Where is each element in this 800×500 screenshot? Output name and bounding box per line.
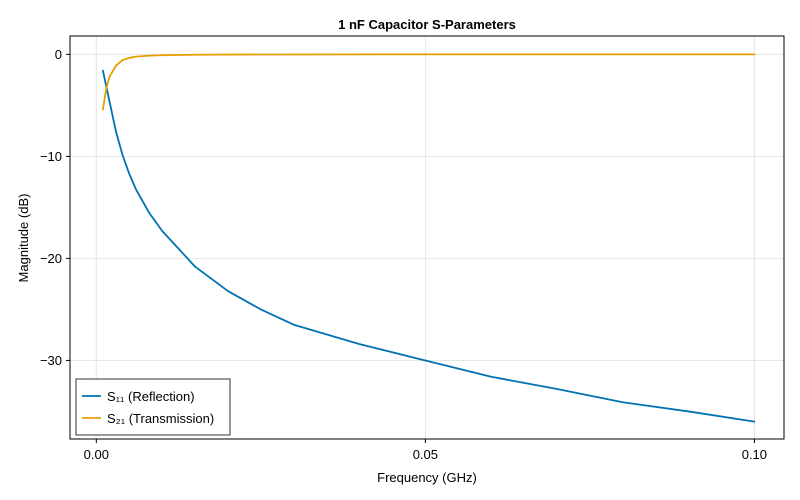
series-line-s11 [102,69,756,423]
legend-label-s21: S₂₁ (Transmission) [107,411,214,426]
chart-title: 1 nF Capacitor S-Parameters [338,17,516,32]
y-tick-label: −20 [40,251,62,266]
series-layer [102,53,756,423]
legend-box [75,378,231,436]
y-axis-label: Magnitude (dB) [16,194,31,283]
legend-label-s11: S₁₁ (Reflection) [107,389,195,404]
y-tick-label: −10 [40,149,62,164]
series-line-s21 [102,53,756,111]
x-tick-label: 0.05 [413,447,438,462]
x-tick-label: 0.10 [742,447,767,462]
plot-frame [69,35,785,440]
y-tick-label: 0 [55,47,62,62]
y-tick-label: −30 [40,353,62,368]
legend: S₁₁ (Reflection) S₂₁ (Transmission) [75,378,231,436]
tick-layer: 0.00 0.05 0.10 0 −10 −20 −30 [40,47,767,462]
x-axis-label: Frequency (GHz) [377,470,477,485]
x-tick-label: 0.00 [84,447,109,462]
